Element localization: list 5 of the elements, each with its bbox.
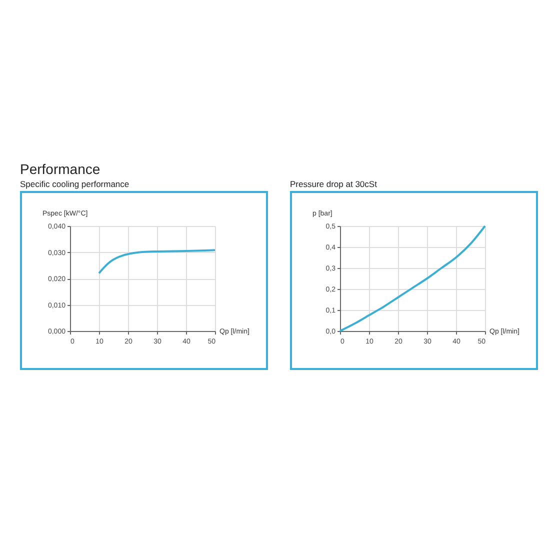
chart-subtitle: Specific cooling performance — [20, 179, 130, 189]
chart-title: Pressure drop at 30cSt — [290, 179, 378, 189]
line-series — [339, 225, 486, 332]
line-series — [98, 249, 216, 274]
chart-title: Performance — [20, 161, 102, 177]
